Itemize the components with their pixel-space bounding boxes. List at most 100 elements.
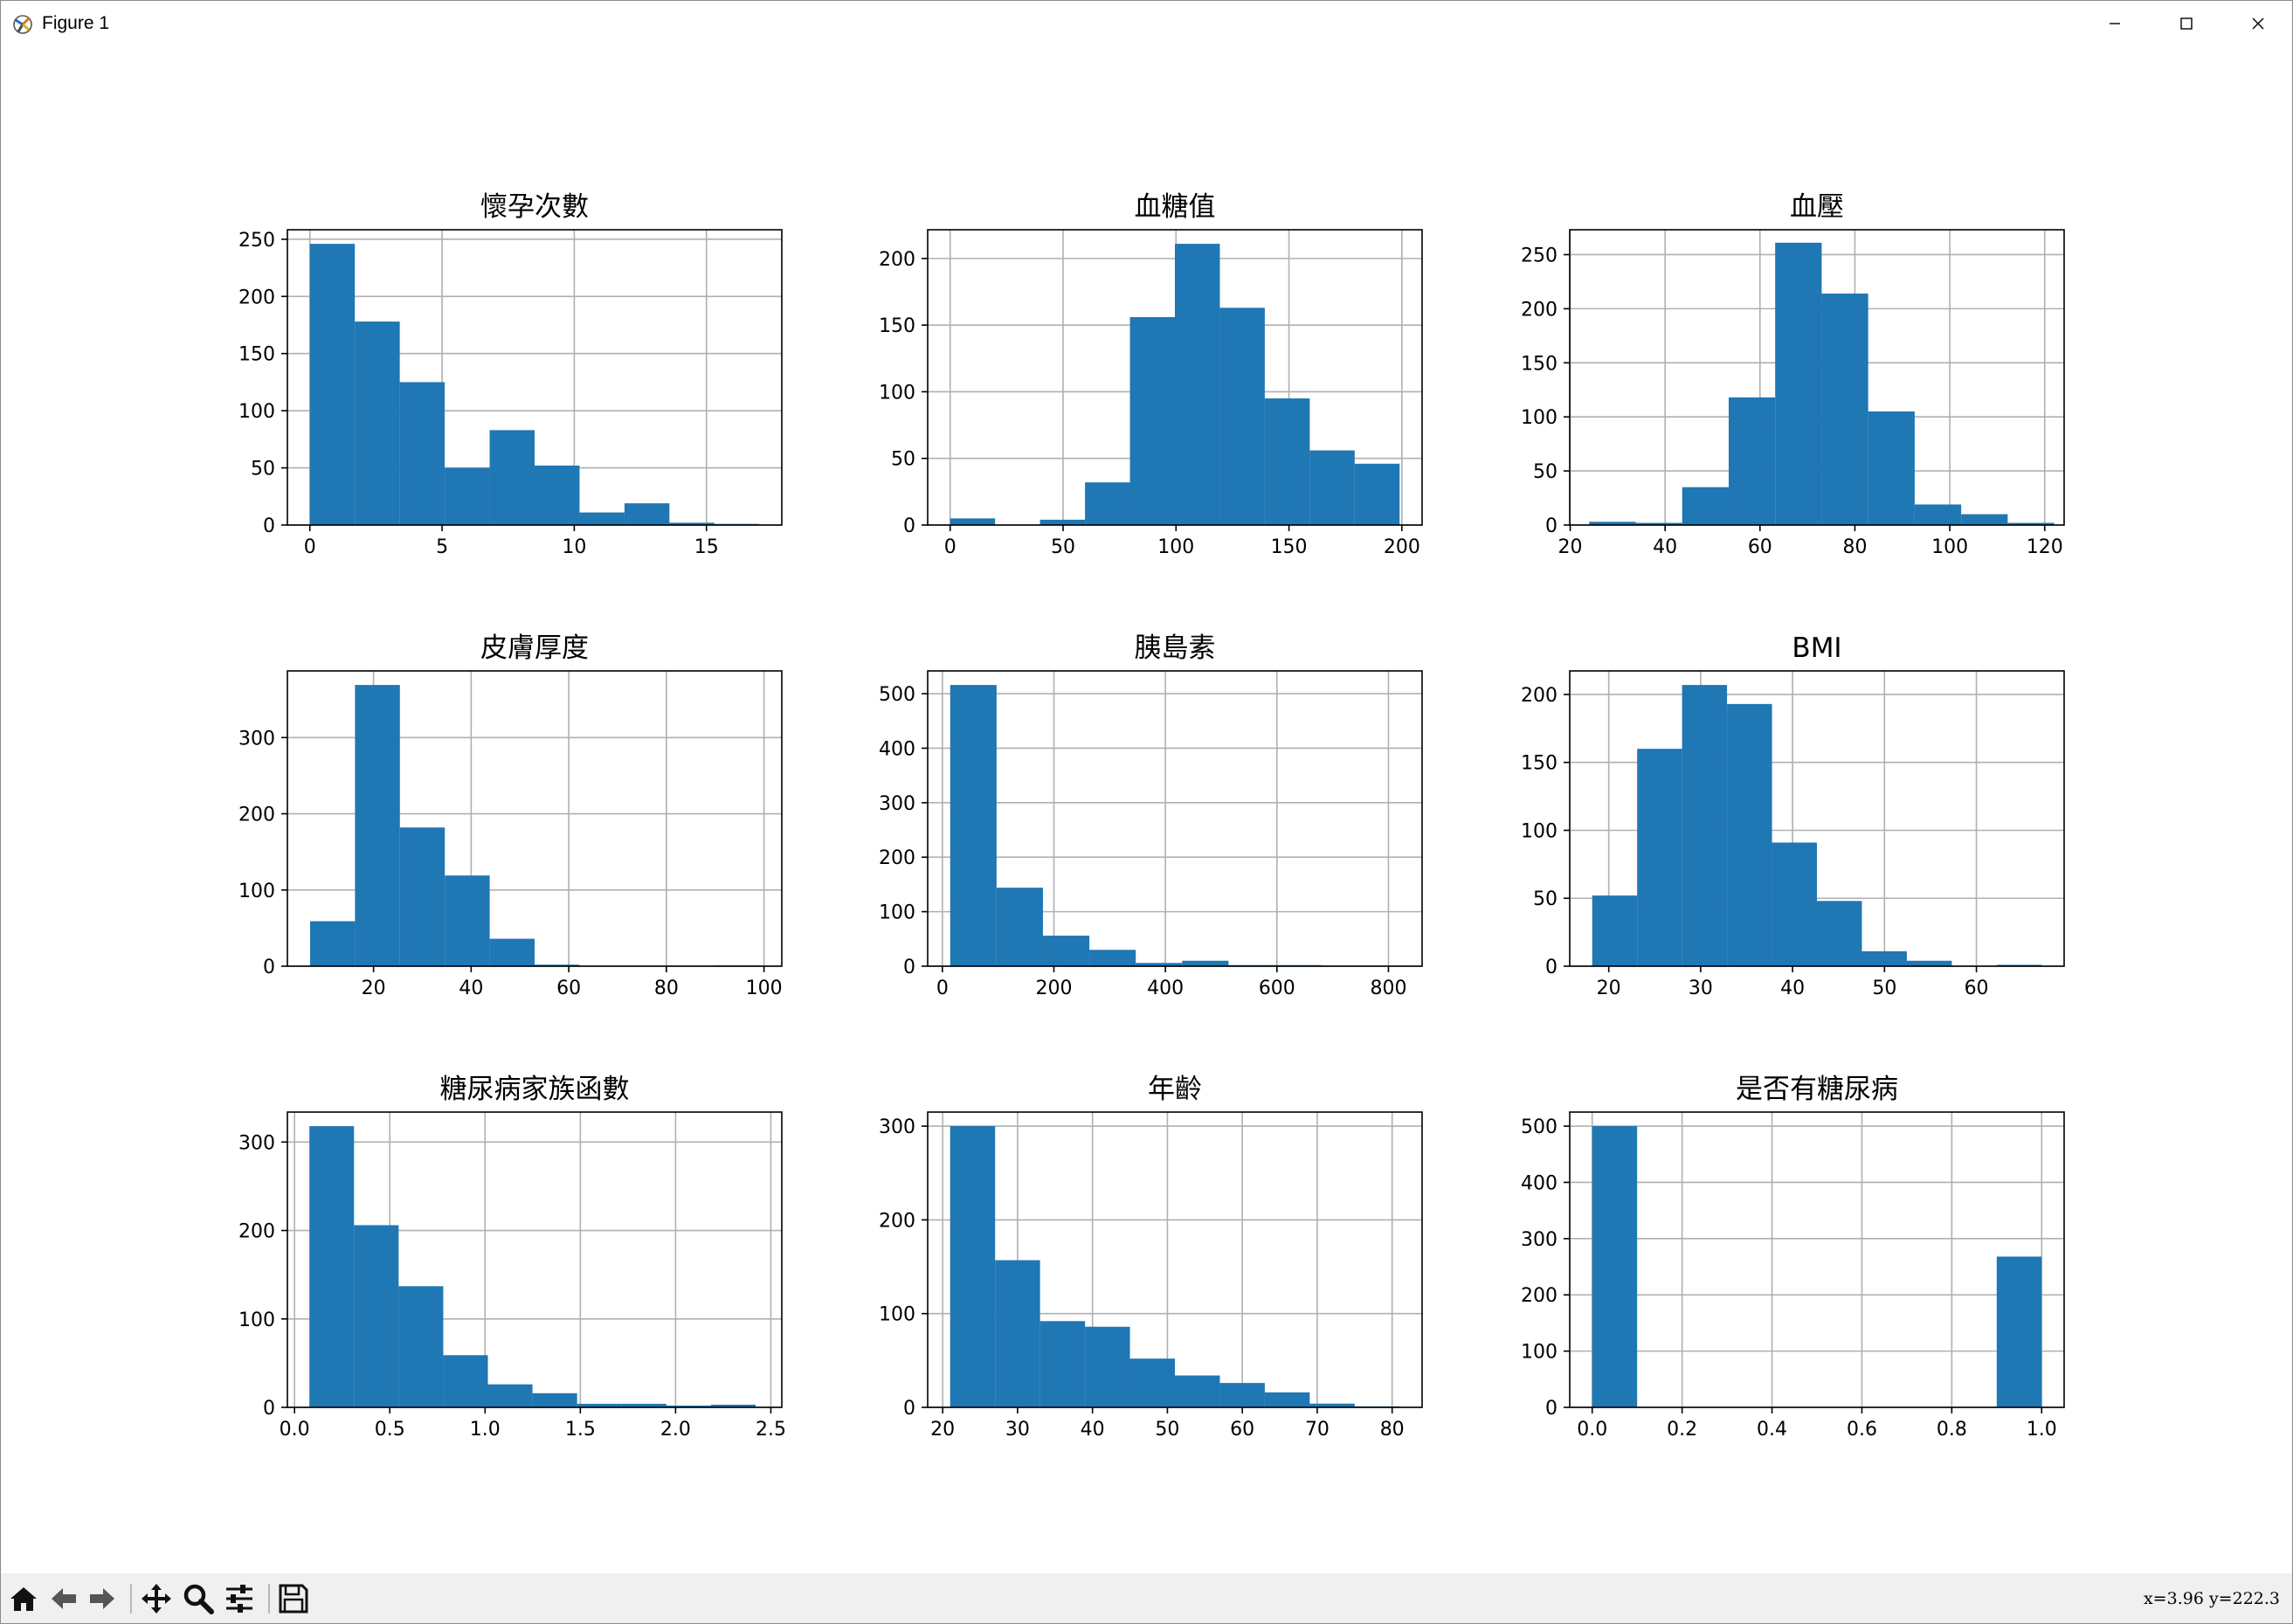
hist-2-title: 血糖值 bbox=[1135, 191, 1216, 223]
hist-3-bar bbox=[1635, 522, 1682, 525]
hist-6-bar bbox=[1682, 685, 1728, 966]
hist-5-bar bbox=[950, 685, 997, 966]
hist-5-ytick-label: 300 bbox=[879, 793, 915, 815]
hist-9-title: 是否有糖尿病 bbox=[1736, 1074, 1898, 1105]
hist-6-bar bbox=[1772, 842, 1817, 966]
hist-9-xtick-label: 0.0 bbox=[1577, 1419, 1607, 1441]
hist-8-ytick-label: 200 bbox=[879, 1210, 915, 1232]
hist-5-xtick-label: 0 bbox=[936, 978, 949, 999]
hist-6-ytick-label: 150 bbox=[1521, 753, 1557, 775]
hist-8-bar bbox=[1264, 1392, 1310, 1407]
home-button[interactable] bbox=[6, 1581, 41, 1616]
hist-9-xtick-label: 0.8 bbox=[1937, 1419, 1967, 1441]
hist-5-axes-frame bbox=[927, 670, 1423, 967]
home-icon bbox=[10, 1587, 37, 1611]
back-button[interactable] bbox=[46, 1581, 81, 1616]
hist-3-xtick-label: 40 bbox=[1653, 536, 1677, 558]
minimize-button[interactable] bbox=[2080, 1, 2150, 46]
hist-7-xtick-label: 2.0 bbox=[660, 1419, 691, 1441]
hist-7-xtick-label: 0.0 bbox=[280, 1419, 310, 1441]
hist-1-bar bbox=[399, 382, 445, 525]
hist-1-bar bbox=[579, 512, 625, 525]
hist-5-bar bbox=[1136, 963, 1183, 966]
hist-1-xtick-label: 0 bbox=[304, 536, 316, 558]
hist-6-bar bbox=[1817, 901, 1862, 966]
hist-6-xtick-label: 40 bbox=[1780, 978, 1805, 999]
hist-7-xtick-label: 1.5 bbox=[565, 1419, 596, 1441]
hist-1-ytick-label: 50 bbox=[251, 459, 275, 480]
title-bar[interactable]: Figure 1 bbox=[1, 1, 2292, 46]
navigation-toolbar: x=3.96 y=222.3 bbox=[1, 1573, 2292, 1623]
hist-7-bar bbox=[398, 1286, 444, 1407]
hist-8-xtick-label: 30 bbox=[1005, 1419, 1030, 1441]
hist-9-ytick-label: 400 bbox=[1521, 1172, 1557, 1194]
hist-3-xtick-label: 120 bbox=[2027, 536, 2063, 558]
maximize-button[interactable] bbox=[2151, 1, 2221, 46]
hist-8-axes-frame bbox=[927, 1111, 1423, 1408]
back-arrow-icon bbox=[52, 1588, 76, 1609]
hist-7-title: 糖尿病家族函數 bbox=[440, 1074, 630, 1105]
hist-1-bar bbox=[445, 467, 490, 525]
hist-9-ytick-label: 200 bbox=[1521, 1285, 1557, 1307]
hist-8-xtick-label: 80 bbox=[1380, 1419, 1405, 1441]
configure-subplots-button[interactable] bbox=[222, 1581, 257, 1616]
hist-2-xtick-label: 100 bbox=[1157, 536, 1194, 558]
hist-2-bar bbox=[950, 518, 996, 525]
toolbar-separator bbox=[268, 1584, 270, 1614]
hist-3-bar bbox=[1589, 522, 1636, 525]
hist-8-title: 年齡 bbox=[1148, 1074, 1202, 1105]
hist-6-bar bbox=[1906, 960, 1952, 966]
hist-1-bar bbox=[489, 430, 535, 525]
hist-7-ytick-label: 300 bbox=[238, 1132, 275, 1154]
hist-5-xtick-label: 800 bbox=[1370, 978, 1406, 999]
hist-3-ytick-label: 250 bbox=[1521, 245, 1557, 266]
hist-7-bar bbox=[443, 1355, 488, 1407]
hist-9-xtick-label: 0.6 bbox=[1847, 1419, 1877, 1441]
hist-6-axes-frame bbox=[1569, 670, 2065, 967]
hist-5-ytick-label: 400 bbox=[879, 738, 915, 760]
hist-9-ytick-label: 100 bbox=[1521, 1342, 1557, 1364]
hist-8-bar bbox=[1309, 1403, 1355, 1407]
hist-8-bar bbox=[1039, 1321, 1086, 1407]
hist-1-xtick-label: 5 bbox=[436, 536, 448, 558]
hist-3-xtick-label: 20 bbox=[1558, 536, 1583, 558]
hist-7-ytick-label: 0 bbox=[263, 1398, 275, 1420]
zoom-button[interactable] bbox=[181, 1581, 216, 1616]
hist-1-ytick-label: 250 bbox=[238, 230, 275, 252]
pan-button[interactable] bbox=[139, 1581, 174, 1616]
hist-3-ytick-label: 50 bbox=[1533, 461, 1557, 483]
hist-1-ytick-label: 200 bbox=[238, 287, 275, 308]
hist-7-bar bbox=[621, 1403, 666, 1407]
hist-7-bar bbox=[487, 1384, 533, 1407]
hist-8-xtick-label: 60 bbox=[1230, 1419, 1254, 1441]
hist-5-ytick-label: 500 bbox=[879, 684, 915, 706]
hist-5-ytick-label: 100 bbox=[879, 902, 915, 924]
hist-4-bar bbox=[445, 875, 490, 966]
save-button[interactable] bbox=[276, 1581, 311, 1616]
hist-6-xtick-label: 60 bbox=[1965, 978, 1989, 999]
hist-3-xtick-label: 100 bbox=[1931, 536, 1968, 558]
hist-5-bar bbox=[1042, 936, 1090, 966]
close-button[interactable] bbox=[2223, 1, 2292, 46]
hist-6-ytick-label: 50 bbox=[1533, 888, 1557, 910]
hist-8-ytick-label: 300 bbox=[879, 1116, 915, 1138]
hist-3-ytick-label: 150 bbox=[1521, 353, 1557, 375]
hist-8-bar bbox=[950, 1126, 996, 1407]
hist-7-bar bbox=[577, 1403, 622, 1407]
toolbar-separator bbox=[130, 1584, 132, 1614]
hist-3-bar bbox=[1728, 397, 1776, 525]
hist-7-bar bbox=[532, 1392, 577, 1407]
forward-button[interactable] bbox=[85, 1581, 120, 1616]
minimize-icon bbox=[2110, 23, 2120, 24]
hist-3-bar bbox=[1682, 487, 1729, 525]
hist-4-bar bbox=[355, 685, 400, 966]
hist-9-bar bbox=[1592, 1126, 1638, 1407]
hist-1-xtick-label: 10 bbox=[562, 536, 586, 558]
hist-6-xtick-label: 30 bbox=[1689, 978, 1713, 999]
hist-1-ytick-label: 150 bbox=[238, 344, 275, 366]
hist-5-bar bbox=[1089, 950, 1136, 966]
hist-6-title: BMI bbox=[1792, 632, 1841, 664]
hist-2-ytick-label: 100 bbox=[879, 382, 915, 404]
